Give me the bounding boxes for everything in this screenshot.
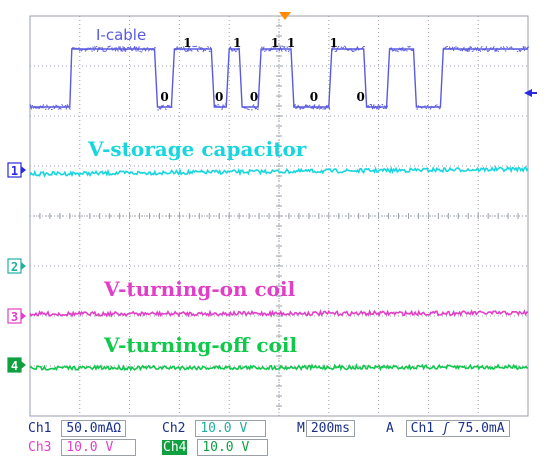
- trigger-level: 75.0mA: [457, 421, 505, 436]
- marker-ch2: 2: [7, 258, 26, 274]
- marker-ch3-label: 3: [11, 310, 18, 324]
- bit-label: 1: [183, 36, 191, 50]
- ch2-name: Ch2: [162, 421, 186, 436]
- series-label-v-storage-capacitor: V-storage capacitor: [87, 137, 307, 161]
- bit-label: 0: [357, 90, 365, 104]
- marker-ch2-label: 2: [11, 260, 18, 274]
- trace-labels: I-cable V-storage capacitor V-turning-on…: [87, 26, 307, 357]
- ch1-name: Ch1: [28, 421, 52, 436]
- readout-ch4: Ch4 10.0 V: [162, 439, 269, 456]
- bit-label: 0: [215, 90, 223, 104]
- m-label: M: [297, 421, 305, 436]
- marker-ch4-label: 4: [11, 359, 18, 373]
- bit-label: 1: [271, 36, 279, 50]
- trigger-position-icon: [279, 12, 291, 20]
- timebase-value: 200ms: [305, 420, 355, 437]
- marker-ch4: 4: [7, 357, 26, 373]
- marker-ch1: 1: [7, 162, 26, 178]
- channel-markers: 1 2 3 4: [7, 162, 26, 373]
- ch2-scale: 10.0 V: [195, 420, 267, 437]
- rising-edge-icon: ʃ: [441, 421, 450, 436]
- graticule: [29, 15, 529, 417]
- ch3-scale: 10.0 V: [61, 439, 137, 456]
- readout-ch2: Ch2 10.0 V: [162, 420, 267, 437]
- ch4-name: Ch4: [162, 440, 188, 455]
- bit-label: 0: [310, 90, 318, 104]
- bit-label: 1: [287, 36, 295, 50]
- readout-trigger: A Ch1 ʃ 75.0mA: [386, 420, 510, 437]
- marker-ch1-label: 1: [11, 164, 18, 178]
- ch1-scale: 50.0mAΩ: [61, 420, 127, 437]
- bit-label: 1: [233, 36, 241, 50]
- arrow-left-icon: [524, 89, 537, 97]
- marker-ch3: 3: [7, 308, 26, 324]
- trace-v-turning-off-coil: [29, 363, 529, 372]
- trigger-box: Ch1 ʃ 75.0mA: [405, 420, 510, 437]
- waveform-traces: [29, 45, 530, 372]
- trace-v-turning-on-coil: [29, 309, 529, 318]
- ch3-name: Ch3: [28, 440, 52, 455]
- bit-label: 0: [160, 90, 168, 104]
- ch4-scale: 10.0 V: [197, 439, 269, 456]
- trace-v-storage-capacitor: [29, 165, 529, 178]
- readout-timebase: M 200ms: [297, 420, 355, 437]
- acq-mode: A: [386, 421, 394, 436]
- trace-i-cable: [30, 48, 528, 108]
- trace-i-cable-noise: [29, 45, 530, 111]
- readout-ch1: Ch1 50.0mAΩ: [28, 420, 127, 437]
- series-label-v-turning-on-coil: V-turning-on coil: [103, 277, 296, 301]
- bit-label: 1: [330, 36, 338, 50]
- series-label-v-turning-off-coil: V-turning-off coil: [103, 333, 297, 357]
- series-label-i-cable: I-cable: [96, 26, 146, 44]
- trigger-source: Ch1: [410, 421, 435, 436]
- readout-ch3: Ch3 10.0 V: [28, 439, 137, 456]
- bit-label: 0: [250, 90, 258, 104]
